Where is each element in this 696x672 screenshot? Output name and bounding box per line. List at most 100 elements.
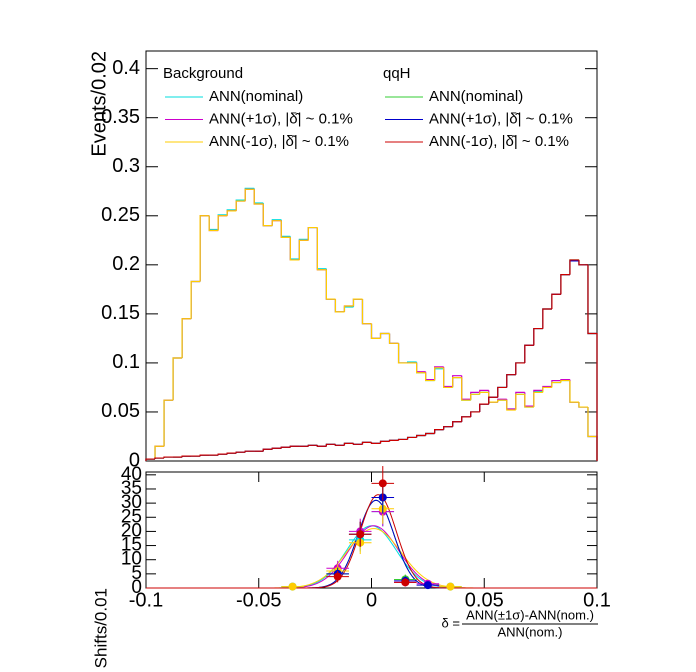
- histogram-step: [578, 402, 588, 408]
- histogram-step: [379, 332, 390, 339]
- y-tick-label: 0.4: [112, 57, 140, 79]
- histogram-step: [434, 429, 444, 434]
- histogram-step: [488, 390, 498, 403]
- histogram-step: [190, 280, 201, 319]
- histogram-step: [569, 260, 579, 275]
- histogram-step: [244, 188, 255, 202]
- histogram-step: [361, 299, 372, 325]
- histogram-step: [560, 274, 570, 295]
- histogram-step: [262, 203, 273, 227]
- histogram-step: [524, 344, 534, 363]
- histogram-step: [542, 308, 552, 329]
- histogram-step: [515, 393, 525, 410]
- y-tick-label: 30: [121, 492, 142, 513]
- x-tick-label: 0: [366, 589, 377, 611]
- histogram-step: [470, 393, 480, 401]
- histogram-step: [280, 220, 291, 238]
- y-tick-label: 0.35: [101, 106, 140, 128]
- histogram-step: [416, 362, 426, 374]
- histogram-step: [434, 368, 444, 381]
- histogram-step: [397, 343, 408, 364]
- histogram-step: [226, 452, 237, 455]
- histogram-step: [497, 386, 507, 398]
- histogram-step: [325, 443, 336, 447]
- histogram-step: [325, 269, 336, 300]
- histogram-step: [388, 333, 399, 344]
- legend-header: Background: [163, 65, 243, 82]
- histogram-step: [578, 402, 588, 408]
- fit-curve: [146, 499, 597, 589]
- histogram-step: [370, 323, 381, 339]
- histogram-step: [397, 438, 408, 441]
- histogram-step: [488, 396, 498, 405]
- histogram-step: [316, 227, 327, 271]
- histogram-step: [163, 456, 174, 459]
- histogram-step: [244, 187, 255, 201]
- histogram-step: [190, 280, 201, 319]
- fit-curve: [146, 499, 597, 589]
- histogram-step: [524, 344, 534, 363]
- x-tick-label: -0.1: [129, 589, 163, 611]
- histogram-step: [533, 327, 543, 346]
- histogram-step: [425, 371, 435, 381]
- histogram-step: [289, 236, 300, 260]
- histogram-step: [289, 445, 300, 448]
- histogram-step: [515, 362, 525, 375]
- y-tick-label: 5: [131, 563, 142, 584]
- y-tick-label: 15: [121, 535, 142, 556]
- histogram-step: [217, 214, 228, 230]
- histogram-step: [298, 238, 309, 259]
- histogram-step: [551, 293, 561, 309]
- histogram-step: [551, 381, 561, 388]
- y-tick-label: 10: [121, 549, 142, 570]
- histogram-step: [452, 421, 462, 427]
- histogram-step: [425, 372, 435, 382]
- histogram-step: [560, 274, 570, 295]
- histogram-step: [452, 421, 462, 427]
- histogram-step: [370, 442, 381, 444]
- histogram-step: [425, 432, 435, 436]
- histogram-step: [497, 386, 507, 398]
- histogram-step: [587, 407, 598, 461]
- point: [333, 572, 342, 581]
- histogram-step: [235, 200, 246, 211]
- histogram-step: [524, 394, 534, 408]
- histogram-step: [416, 434, 426, 438]
- histogram-step: [343, 442, 354, 446]
- histogram-step: [199, 215, 210, 282]
- histogram-step: [271, 220, 282, 226]
- x-tick-label: 0.1: [583, 589, 611, 611]
- legend-label: ANN(nominal): [429, 88, 523, 105]
- histogram-step: [307, 444, 318, 447]
- y-axis-title: Events/0.02: [88, 51, 110, 157]
- histogram-step: [479, 391, 489, 395]
- histogram-step: [199, 215, 210, 282]
- y-tick-label: 40: [121, 464, 142, 485]
- histogram-step: [199, 454, 210, 457]
- y-axis-title: Shifts/0.01: [91, 588, 110, 668]
- histogram-step: [506, 374, 516, 388]
- histogram-step: [470, 411, 480, 417]
- histogram-step: [497, 386, 507, 398]
- histogram-step: [280, 220, 291, 238]
- histogram-step: [208, 215, 219, 232]
- legend-label: ANN(nominal): [209, 88, 303, 105]
- histogram-step: [488, 396, 498, 405]
- histogram-step: [352, 298, 363, 308]
- histogram-step: [443, 368, 453, 389]
- histogram-step: [154, 445, 165, 460]
- histogram-step: [235, 451, 246, 454]
- histogram-step: [298, 239, 309, 260]
- y-tick-label: 20: [121, 520, 142, 541]
- histogram-step: [280, 446, 291, 449]
- histogram-step: [388, 333, 399, 344]
- histogram-step: [506, 400, 516, 411]
- histogram-step: [307, 226, 318, 241]
- histogram-step: [587, 407, 598, 461]
- histogram-step: [370, 323, 381, 339]
- histogram-step: [298, 239, 309, 260]
- point: [378, 479, 387, 488]
- histogram-step: [524, 392, 534, 407]
- histogram-step: [307, 226, 318, 241]
